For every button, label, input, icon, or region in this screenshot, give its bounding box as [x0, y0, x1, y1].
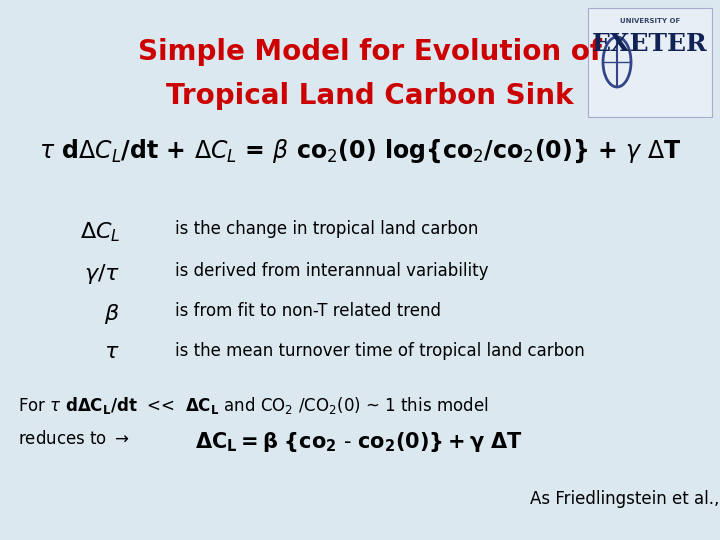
FancyBboxPatch shape [588, 8, 712, 117]
Text: $\Delta C_L$: $\Delta C_L$ [79, 220, 120, 244]
Text: $\tau$ d$\Delta C_L$/dt + $\Delta C_L$ = $\beta$ co$_2$(0) log{co$_2$/co$_2$(0)}: $\tau$ d$\Delta C_L$/dt + $\Delta C_L$ =… [39, 138, 681, 165]
Text: $\beta$: $\beta$ [104, 302, 120, 326]
Text: As Friedlingstein et al., 2006: As Friedlingstein et al., 2006 [530, 490, 720, 508]
Text: Simple Model for Evolution of: Simple Model for Evolution of [138, 38, 602, 66]
Text: reduces to $\rightarrow$: reduces to $\rightarrow$ [18, 430, 130, 448]
Text: EXETER: EXETER [592, 32, 708, 56]
Text: $\mathbf{\Delta C_L = \beta\ \{co_2\ \text{-}\ co_2(0)\} + \gamma\ \Delta T}$: $\mathbf{\Delta C_L = \beta\ \{co_2\ \te… [195, 430, 523, 454]
Text: $\tau$: $\tau$ [104, 342, 120, 362]
Text: is the change in tropical land carbon: is the change in tropical land carbon [175, 220, 478, 238]
Text: UNIVERSITY OF: UNIVERSITY OF [620, 18, 680, 24]
Text: is from fit to non-T related trend: is from fit to non-T related trend [175, 302, 441, 320]
Text: $\gamma/\tau$: $\gamma/\tau$ [84, 262, 120, 286]
Text: is derived from interannual variability: is derived from interannual variability [175, 262, 488, 280]
Text: For $\tau$ $\mathbf{d\Delta C_L/dt}$  <<  $\mathbf{\Delta C_L}$ and CO$_2$ /CO$_: For $\tau$ $\mathbf{d\Delta C_L/dt}$ << … [18, 395, 488, 416]
Text: is the mean turnover time of tropical land carbon: is the mean turnover time of tropical la… [175, 342, 585, 360]
Text: Tropical Land Carbon Sink: Tropical Land Carbon Sink [166, 82, 574, 110]
